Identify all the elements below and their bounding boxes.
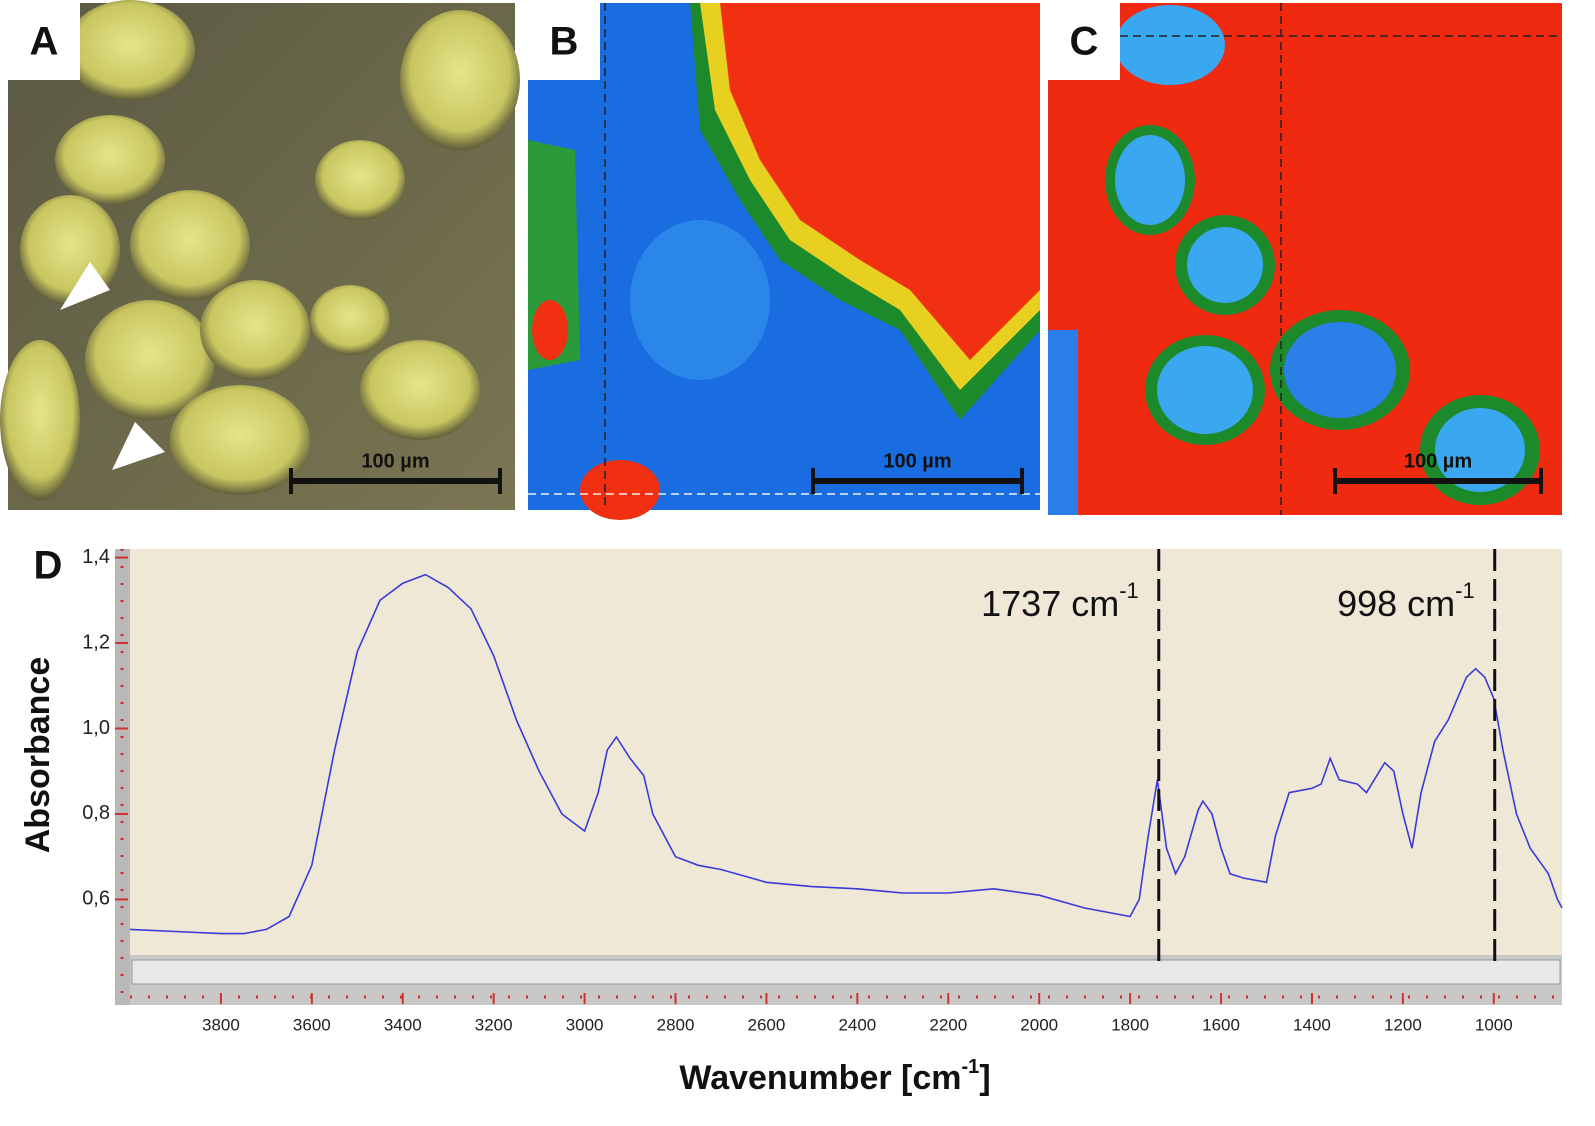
annotation-label: 1737 cm-1 [981, 578, 1139, 624]
x-tick-label: 3000 [566, 1015, 604, 1034]
crosshairs [528, 3, 1562, 515]
chart-frame [115, 549, 1562, 1005]
y-tick-label: 1,4 [82, 546, 110, 568]
x-tick-label: 1000 [1475, 1015, 1513, 1034]
panel-label: A [30, 20, 59, 64]
annotation-sup: -1 [1455, 578, 1475, 603]
y-tick-label: 0,6 [82, 888, 110, 910]
label-box [1048, 3, 1120, 80]
x-tick-label: 2200 [929, 1015, 967, 1034]
label-box [8, 3, 80, 80]
panel-a-image [0, 0, 520, 510]
x-tick-label: 2000 [1020, 1015, 1058, 1034]
x-axis-title-text: Wavenumber [cm [679, 1059, 961, 1097]
x-tick-label: 2400 [838, 1015, 876, 1034]
annotation-sup: -1 [1119, 578, 1139, 603]
x-tick-label: 3600 [293, 1015, 331, 1034]
x-tick-label: 3800 [202, 1015, 240, 1034]
spectrum-line [129, 573, 1563, 935]
scale-label: 100 µm [361, 450, 429, 472]
x-axis-title: Wavenumber [cm-1] [679, 1056, 990, 1097]
scale-label: 100 µm [1404, 450, 1472, 472]
x-tick-label: 3400 [384, 1015, 422, 1034]
x-tick-label: 1800 [1111, 1015, 1149, 1034]
annotation-text: 1737 cm [981, 583, 1119, 624]
annotation-text: 998 cm [1337, 583, 1455, 624]
chart-d: D 0,6 0,8 1,0 1,2 1,4 3800 3600 3400 3200 3000 2800… [19, 544, 1563, 1097]
panel-label: B [550, 20, 579, 64]
x-tick-label: 1400 [1293, 1015, 1331, 1034]
annotation-label: 998 cm-1 [1337, 578, 1475, 624]
y-tick-label: 1,0 [82, 717, 110, 739]
x-axis-title-end: ] [979, 1059, 990, 1097]
y-tick-label: 1,2 [82, 631, 110, 653]
panel-label: D [34, 544, 63, 588]
x-tick-label: 2600 [748, 1015, 786, 1034]
x-tick-label: 1600 [1202, 1015, 1240, 1034]
panel-label: C [1070, 20, 1099, 64]
y-axis-title: Absorbance [19, 657, 57, 854]
y-tick-label: 0,8 [82, 802, 110, 824]
x-axis-title-sup: -1 [962, 1056, 980, 1078]
x-tick-label: 1200 [1384, 1015, 1422, 1034]
x-tick-label: 2800 [657, 1015, 695, 1034]
panel-labels: A 100 µm B 100 µm C 100 µm [8, 3, 1543, 494]
panel-b-image [528, 3, 1040, 520]
label-box [528, 3, 600, 80]
panel-c-image [1048, 3, 1562, 515]
x-tick-label: 3200 [475, 1015, 513, 1034]
scale-label: 100 µm [883, 450, 951, 472]
